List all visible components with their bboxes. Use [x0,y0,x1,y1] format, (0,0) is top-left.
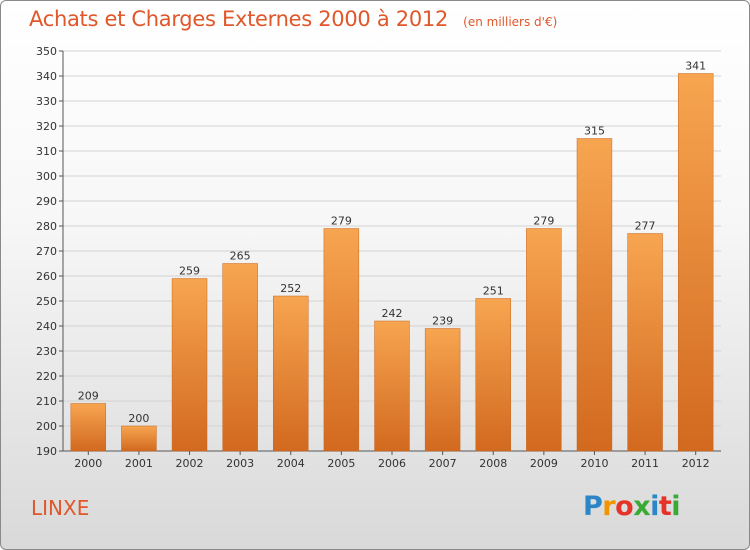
logo-letter: r [602,491,616,522]
bar-2010 [576,138,613,452]
chart-title: Achats et Charges Externes 2000 à 2012 [29,7,449,31]
y-tick-label: 230 [36,345,57,358]
y-tick-label: 320 [36,120,57,133]
value-label-2006: 242 [382,307,403,320]
chart-subtitle: (en milliers d'€) [463,15,558,29]
logo-letter: P [583,491,603,522]
title-block: Achats et Charges Externes 2000 à 2012 (… [29,7,557,31]
value-label-2005: 279 [331,215,352,228]
y-tick-label: 310 [36,145,57,158]
x-tick-label-2002: 2002 [176,457,204,470]
logo-letter: i [650,491,659,522]
y-tick-label: 300 [36,170,57,183]
value-label-2002: 259 [179,265,200,278]
x-tick-label-2010: 2010 [580,457,608,470]
bar-2009 [526,228,562,452]
y-tick-label: 240 [36,320,57,333]
y-tick-label: 200 [36,420,57,433]
value-label-2007: 239 [432,315,453,328]
bar-2004 [273,295,309,452]
x-tick-label-2000: 2000 [74,457,102,470]
proxiti-logo[interactable]: Proxiti [583,491,681,522]
value-label-2004: 252 [280,282,301,295]
y-tick-label: 340 [36,70,57,83]
y-tick-label: 280 [36,220,57,233]
bar-2002 [171,278,208,452]
bar-2005 [323,228,360,452]
bar-2006 [374,320,410,452]
x-tick-label-2003: 2003 [226,457,254,470]
value-label-2001: 200 [128,412,149,425]
value-label-2008: 251 [483,285,504,298]
y-tick-label: 330 [36,95,57,108]
x-tick-label-2006: 2006 [378,457,406,470]
x-tick-label-2011: 2011 [631,457,659,470]
y-tick-label: 290 [36,195,57,208]
y-tick-label: 260 [36,270,57,283]
x-tick-label-2008: 2008 [479,457,507,470]
y-tick-label: 190 [36,445,57,458]
bar-2008 [475,298,511,452]
value-label-2003: 265 [230,250,251,263]
y-tick-label: 350 [36,45,57,58]
x-tick-label-2009: 2009 [530,457,558,470]
bar-2011 [627,233,663,452]
logo-letter: o [615,491,634,522]
x-tick-label-2005: 2005 [327,457,355,470]
x-tick-label-2012: 2012 [682,457,710,470]
x-tick-label-2004: 2004 [277,457,305,470]
logo-letter: i [671,491,681,522]
data-labels: 209 200 259 265 252 279 242 239 251 279 315 277 341 [78,60,706,426]
logo-letter: t [658,491,672,522]
value-label-2011: 277 [635,220,656,233]
value-label-2010: 315 [584,125,605,138]
bar-2003 [222,263,258,452]
value-label-2000: 209 [78,390,99,403]
value-label-2012: 341 [685,60,706,73]
bar-2012 [677,73,714,452]
x-tick-label-2007: 2007 [429,457,457,470]
logo-letter: x [633,491,651,522]
y-tick-label: 210 [36,395,57,408]
y-tick-label: 250 [36,295,57,308]
bar-2001 [121,425,157,452]
y-tick-label: 270 [36,245,57,258]
bar-2007 [424,328,461,452]
y-tick-label: 220 [36,370,57,383]
bar-2000 [70,403,107,452]
value-label-2009: 279 [533,215,554,228]
x-tick-label-2001: 2001 [125,457,153,470]
town-name: LINXE [31,496,90,520]
bars [70,73,714,452]
